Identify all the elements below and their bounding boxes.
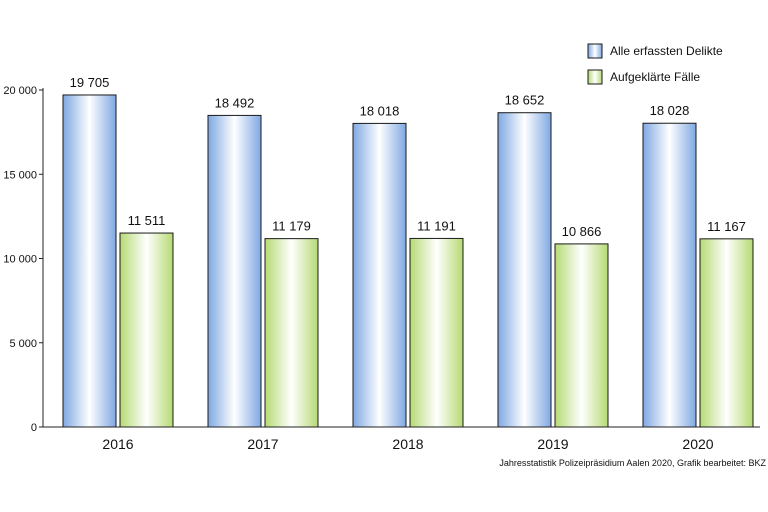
data-label: 18 018 xyxy=(360,103,400,118)
x-tick-label: 2019 xyxy=(537,436,568,452)
data-label: 11 511 xyxy=(128,213,166,228)
y-tick-label: 20 000 xyxy=(3,85,37,97)
bar-2018-aufgeklaert xyxy=(409,237,464,428)
legend: Alle erfassten Delikte Aufgeklärte Fälle xyxy=(587,43,723,85)
data-label: 11 167 xyxy=(707,219,746,234)
legend-swatch xyxy=(587,69,603,85)
legend-label: Aufgeklärte Fälle xyxy=(610,70,700,84)
x-tick-label: 2018 xyxy=(392,436,423,452)
x-axis: 2016 2017 2018 2019 2020 xyxy=(43,426,760,452)
data-label: 10 866 xyxy=(562,224,602,239)
legend-label: Alle erfassten Delikte xyxy=(610,44,723,58)
bar-2019-aufgeklaert xyxy=(554,243,609,428)
bar-2017-delikte xyxy=(207,114,262,428)
bar-2016-delikte xyxy=(62,94,117,428)
y-tick-label: 5 000 xyxy=(9,338,37,350)
data-label: 18 492 xyxy=(215,95,255,110)
x-tick-label: 2017 xyxy=(247,436,278,452)
bar-2017-aufgeklaert xyxy=(264,238,319,428)
bar-2020-delikte xyxy=(642,122,697,428)
data-label: 19 705 xyxy=(70,75,110,90)
y-tick-label: 10 000 xyxy=(3,254,37,266)
bar-2019-delikte xyxy=(497,112,552,428)
bar-2020-aufgeklaert xyxy=(699,238,754,428)
bar-2016-aufgeklaert xyxy=(119,232,174,428)
data-label: 18 652 xyxy=(505,93,545,108)
x-tick-label: 2016 xyxy=(102,436,133,452)
y-axis: 0 5 000 10 000 15 000 20 000 xyxy=(3,85,44,434)
y-tick-label: 0 xyxy=(31,422,37,434)
bar-2018-delikte xyxy=(352,122,407,428)
data-label: 18 028 xyxy=(650,103,690,118)
x-tick-label: 2020 xyxy=(682,436,713,452)
source-note: Jahresstatistik Polizeipräsidium Aalen 2… xyxy=(499,458,766,468)
legend-swatch xyxy=(587,43,603,59)
data-label: 11 179 xyxy=(272,219,311,234)
y-tick-label: 15 000 xyxy=(3,169,37,181)
data-label: 11 191 xyxy=(417,218,456,233)
bars: 19 705 11 511 18 492 11 179 18 018 11 191 18 6… xyxy=(62,75,754,428)
